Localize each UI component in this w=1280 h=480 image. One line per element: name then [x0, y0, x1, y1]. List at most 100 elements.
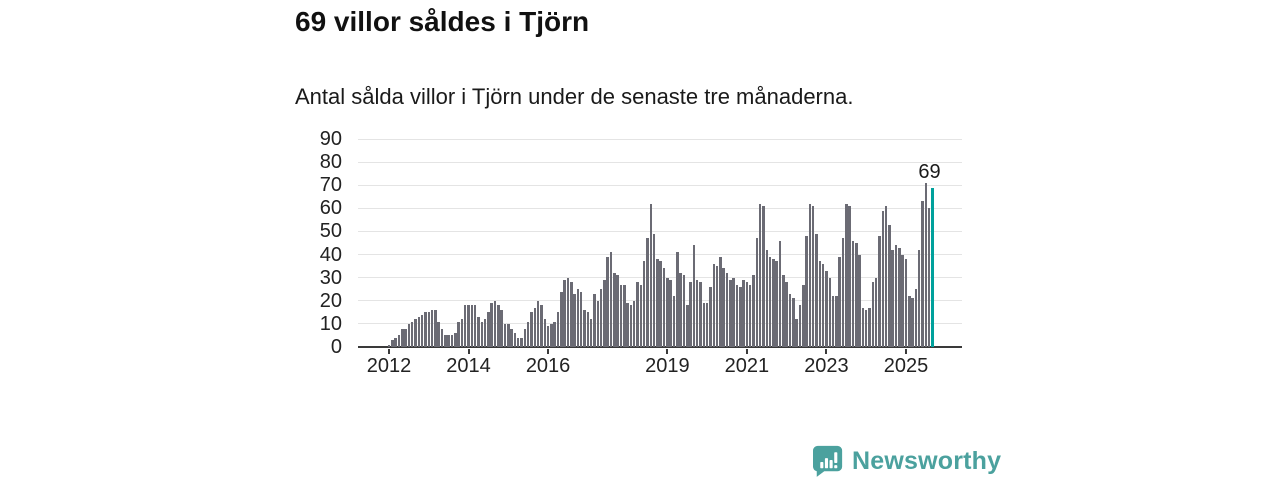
- bar: [845, 203, 848, 347]
- bar: [520, 337, 523, 347]
- bar: [765, 249, 769, 347]
- y-tick-label: 20: [319, 289, 342, 312]
- bar: [616, 275, 619, 347]
- bar: [427, 312, 431, 347]
- brand-logo: Newsworthy: [812, 444, 1001, 478]
- bar: [507, 323, 510, 347]
- bar: [586, 312, 590, 347]
- bar: [821, 263, 825, 347]
- bar: [792, 298, 795, 347]
- bar: [407, 323, 411, 347]
- bar: [715, 266, 719, 347]
- bar: [755, 238, 759, 347]
- newsworthy-icon: [812, 444, 844, 478]
- bar: [858, 254, 861, 347]
- bar: [394, 337, 397, 347]
- bar: [868, 307, 871, 347]
- bar: [626, 303, 629, 347]
- bar: [758, 203, 762, 347]
- x-tick-mark: [547, 349, 550, 354]
- y-tick-label: 60: [319, 197, 342, 220]
- bar: [546, 326, 550, 347]
- bar: [768, 256, 772, 347]
- bar: [798, 305, 802, 347]
- bar: [861, 307, 865, 347]
- bar: [603, 279, 606, 347]
- bar: [924, 182, 928, 347]
- bar: [599, 289, 603, 347]
- bar: [613, 273, 616, 347]
- bar: [676, 252, 679, 347]
- bar: [848, 206, 851, 347]
- bar: [454, 333, 457, 347]
- bar: [735, 284, 739, 347]
- x-tick-mark: [904, 349, 907, 354]
- bar: [686, 305, 689, 347]
- bar: [702, 303, 706, 347]
- y-tick-label: 0: [330, 336, 342, 358]
- bar: [851, 240, 855, 347]
- x-tick-label: 2012: [366, 355, 412, 377]
- bar: [463, 305, 467, 347]
- bar: [888, 224, 891, 347]
- bar: [573, 293, 576, 347]
- y-tick-label: 10: [319, 312, 342, 335]
- bar: [818, 261, 822, 347]
- bar: [874, 277, 878, 347]
- bar: [682, 275, 686, 347]
- bar: [672, 296, 676, 347]
- bar: [739, 286, 742, 347]
- bar: [414, 319, 417, 347]
- bar: [871, 282, 875, 347]
- x-tick-label: 2014: [446, 355, 491, 377]
- gridline: [358, 230, 962, 232]
- page-title: 69 villor såldes i Tjörn: [295, 6, 590, 37]
- bar: [695, 279, 699, 347]
- bar: [679, 273, 682, 347]
- bar: [838, 256, 841, 347]
- bar: [579, 291, 583, 347]
- bar: [778, 240, 782, 347]
- x-tick-label: 2025: [883, 355, 929, 377]
- bar: [556, 312, 560, 347]
- bar: [589, 319, 593, 347]
- bar: [666, 277, 669, 347]
- bar: [420, 314, 424, 347]
- gridline: [358, 138, 962, 140]
- bar: [914, 289, 918, 347]
- y-tick-label: 50: [319, 220, 342, 243]
- bar: [560, 291, 563, 347]
- bar: [401, 328, 404, 347]
- bar: [470, 305, 474, 347]
- bar: [669, 279, 672, 347]
- bar: [825, 270, 828, 347]
- x-tick-label: 2021: [724, 355, 770, 377]
- bar: [785, 282, 788, 347]
- bar: [855, 243, 858, 347]
- bar: [526, 321, 530, 347]
- bar: [523, 328, 527, 347]
- bar: [619, 284, 623, 347]
- bar: [490, 303, 493, 347]
- bar: [752, 275, 755, 347]
- y-tick-label: 30: [319, 266, 342, 289]
- bar: [424, 312, 427, 347]
- bar: [729, 279, 732, 347]
- bar: [487, 312, 490, 347]
- bar: [632, 300, 636, 347]
- bar: [536, 300, 540, 347]
- bar: [553, 321, 556, 347]
- bar: [831, 296, 835, 347]
- bar: [775, 261, 778, 347]
- bar: [884, 206, 888, 347]
- bar: [563, 279, 566, 347]
- bar: [725, 273, 729, 347]
- y-tick-label: 90: [319, 128, 342, 150]
- bar: [593, 293, 596, 347]
- value-annotation: 69: [918, 160, 941, 183]
- bar: [705, 303, 709, 347]
- bar: [444, 335, 447, 347]
- bar: [467, 305, 470, 347]
- bar: [483, 319, 487, 347]
